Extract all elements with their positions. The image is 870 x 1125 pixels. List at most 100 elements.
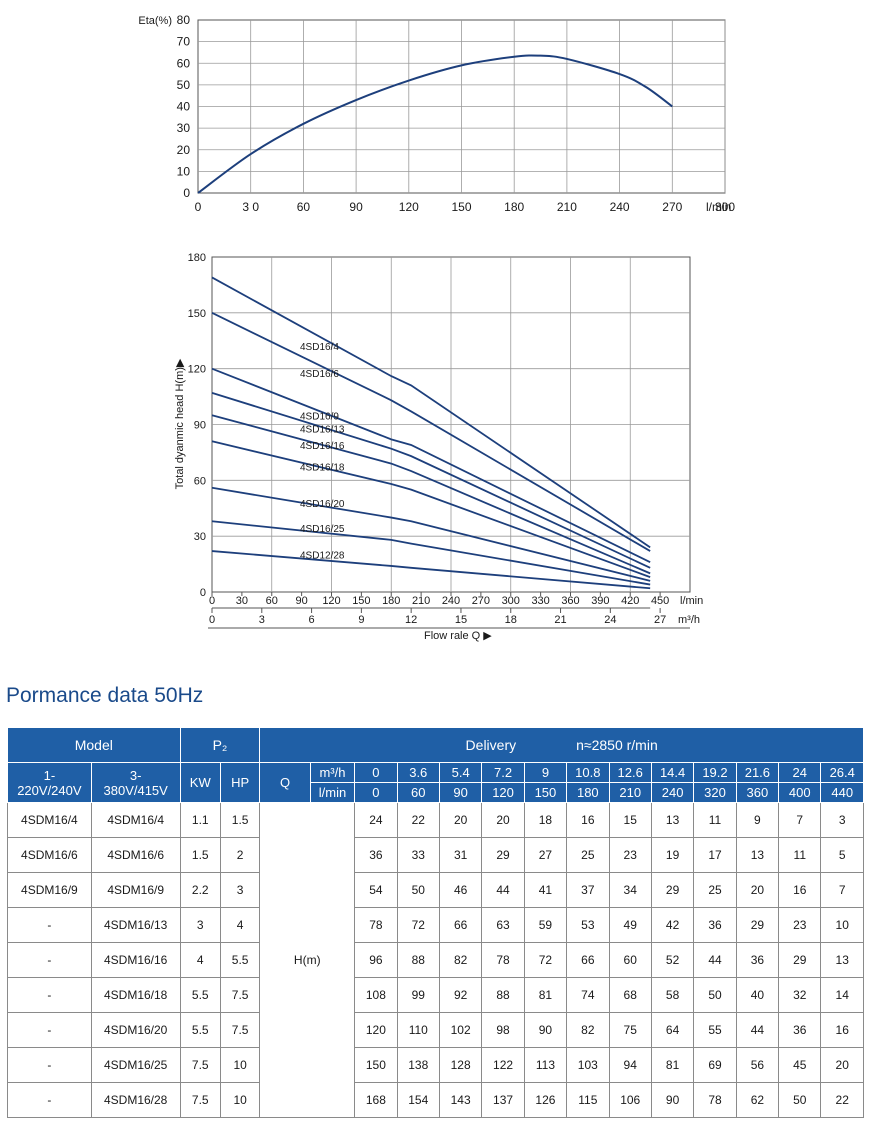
head-value: 102 (438, 1012, 483, 1048)
header-q-m3h: 10.8 (566, 762, 610, 783)
y-tick-label: 0 (200, 587, 206, 599)
head-value: 13 (820, 942, 864, 978)
power-kw: 7.5 (179, 1082, 221, 1118)
x-tick-label: 180 (504, 200, 524, 214)
power-hp: 10 (219, 1047, 261, 1083)
series-line (211, 440, 651, 578)
header-q-lmin: 400 (778, 782, 822, 803)
head-value: 10 (820, 907, 864, 943)
x-tick-label: 240 (610, 200, 630, 214)
head-value: 36 (778, 1012, 822, 1048)
header-kw: KW (179, 762, 221, 803)
x-tick-label-m3h: 21 (554, 614, 566, 626)
head-value: 98 (481, 1012, 525, 1048)
head-value: 68 (608, 977, 652, 1013)
header-unit-lmin: l/min (309, 782, 356, 803)
series-label: 4SD16/13 (300, 424, 345, 435)
head-value: 126 (523, 1082, 568, 1118)
head-value: 23 (608, 837, 652, 873)
table-row: -4SDM16/20 5.5 7.5 120 110 102 98 90 82 75 64 55 44 3… (7, 1012, 864, 1048)
head-value: 14 (820, 977, 864, 1013)
head-value: 19 (650, 837, 695, 873)
power-kw: 1.5 (179, 837, 221, 873)
x-tick-label: 90 (349, 200, 363, 214)
model-single-phase: 4SDM16/4 (7, 802, 92, 838)
power-hp: 1.5 (219, 802, 261, 838)
head-value: 50 (778, 1082, 822, 1118)
head-value: 150 (354, 1047, 398, 1083)
x-tick-label-lmin: 120 (322, 595, 340, 607)
header-q-m3h: 19.2 (693, 762, 737, 783)
power-hp: 10 (219, 1082, 261, 1118)
head-value: 36 (354, 837, 398, 873)
head-value: 22 (396, 802, 440, 838)
head-value: 78 (693, 1082, 737, 1118)
head-value: 53 (566, 907, 610, 943)
model-single-phase: 4SDM16/9 (7, 872, 92, 908)
head-value: 66 (566, 942, 610, 978)
x-tick-label-m3h: 9 (358, 614, 364, 626)
model-single-phase: - (7, 942, 92, 978)
head-value: 45 (778, 1047, 822, 1083)
head-value: 33 (396, 837, 440, 873)
header-q-lmin: 210 (608, 782, 652, 803)
head-value: 42 (650, 907, 695, 943)
power-hp: 7.5 (219, 1012, 261, 1048)
head-value: 137 (481, 1082, 525, 1118)
head-value: 55 (693, 1012, 737, 1048)
head-value: 78 (481, 942, 525, 978)
head-value: 52 (650, 942, 695, 978)
head-value: 41 (523, 872, 568, 908)
head-value: 49 (608, 907, 652, 943)
head-value: 54 (354, 872, 398, 908)
head-value: 29 (650, 872, 695, 908)
head-value: 128 (438, 1047, 483, 1083)
head-value: 37 (566, 872, 610, 908)
header-delivery-label: Delivery (465, 737, 517, 753)
head-value: 78 (354, 907, 398, 943)
series-label: 4SD16/18 (300, 463, 345, 474)
header-model: Model (7, 727, 181, 763)
head-value: 36 (735, 942, 780, 978)
header-p2: P₂ (179, 727, 261, 763)
x-tick-label-lmin: 420 (621, 595, 639, 607)
table-row: -4SDM16/28 7.5 10 168 154 143 137 126 115 106 90 78… (7, 1082, 864, 1118)
header-q-lmin: 240 (650, 782, 695, 803)
head-value: 64 (650, 1012, 695, 1048)
x-tick-label-m3h: 24 (604, 614, 616, 626)
header-three-phase: 3- 380V/415V (90, 762, 181, 803)
head-value: 20 (820, 1047, 864, 1083)
head-value: 32 (778, 977, 822, 1013)
table-row: -4SDM16/13 3 4 78 72 66 63 59 53 49 42 36 29 23 10 (7, 907, 864, 943)
x-tick-label-lmin: 390 (591, 595, 609, 607)
head-value: 29 (778, 942, 822, 978)
x-tick-label-lmin: 300 (502, 595, 520, 607)
head-value: 122 (481, 1047, 525, 1083)
model-three-phase: 4SDM16/20 (90, 1012, 181, 1048)
head-value: 50 (396, 872, 440, 908)
power-kw: 5.5 (179, 977, 221, 1013)
head-value: 36 (693, 907, 737, 943)
series-label: 4SD12/28 (300, 551, 345, 562)
head-value: 108 (354, 977, 398, 1013)
y-tick-label: 30 (177, 121, 191, 135)
header-q-m3h: 7.2 (481, 762, 525, 783)
header-q-m3h: 3.6 (396, 762, 440, 783)
y-tick-label: 90 (194, 420, 206, 432)
x-tick-label-lmin: 180 (382, 595, 400, 607)
x-tick-label-lmin: 270 (472, 595, 490, 607)
y-tick-label: 0 (183, 186, 190, 200)
head-value: 11 (693, 802, 737, 838)
head-value: 90 (650, 1082, 695, 1118)
header-speed: n≈2850 r/min (576, 737, 658, 753)
model-three-phase: 4SDM16/16 (90, 942, 181, 978)
head-value: 120 (354, 1012, 398, 1048)
head-value: 11 (778, 837, 822, 873)
head-value: 143 (438, 1082, 483, 1118)
head-value: 29 (735, 907, 780, 943)
model-single-phase: - (7, 907, 92, 943)
series-line (211, 486, 651, 582)
y-axis-label: Eta(%) (138, 15, 172, 27)
power-kw: 3 (179, 907, 221, 943)
